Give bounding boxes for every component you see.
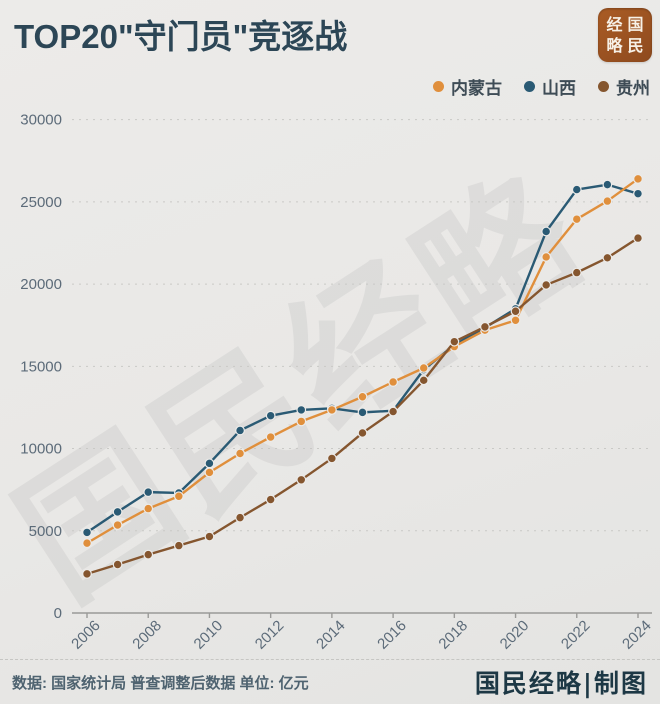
data-point-guizhou-2011 [235,512,245,523]
badge-char: 经 [606,15,623,34]
legend-dot-icon [433,81,444,92]
data-point-shanxi-2012 [265,410,276,421]
data-point-guizhou-2023 [602,252,613,263]
x-tick-label: 2022 [558,617,594,653]
data-point-guizhou-2012 [265,494,276,505]
data-source-note: 数据: 国家统计局 普查调整后数据 单位: 亿元 [12,674,309,692]
data-point-shanxi-2015 [357,407,368,418]
badge-char: 略 [606,36,623,55]
data-point-inner-mongolia-2007 [112,520,123,530]
credit-signature: 国民经略|制图 [474,669,648,698]
y-tick-label: 25000 [20,194,62,211]
watermark-text: 国民经略 [0,140,615,632]
data-point-guizhou-2009 [173,540,184,551]
data-point-guizhou-2024 [633,233,643,243]
badge-char: 国 [627,15,644,34]
x-tick-label: 2008 [129,617,165,653]
data-point-guizhou-2010 [204,531,215,542]
data-point-inner-mongolia-2021 [541,252,552,262]
data-point-inner-mongolia-2022 [571,214,582,225]
y-tick-label: 0 [54,605,62,622]
x-tick-label: 2020 [497,617,533,653]
data-point-guizhou-2008 [143,549,154,560]
data-point-inner-mongolia-2010 [204,467,215,478]
gridlines [72,119,650,532]
legend-item-guizhou: 贵州 [598,74,650,99]
chart-area: 国民经略 0 5000 10000 15000 20000 25000 30000 2006 20… [0,112,655,653]
y-axis-labels: 0 5000 10000 15000 20000 25000 30000 [20,112,62,622]
data-point-inner-mongolia-2017 [418,363,429,373]
data-point-guizhou-2018 [449,336,460,347]
data-point-shanxi-2021 [541,226,552,237]
data-point-guizhou-2006 [82,568,92,579]
data-point-inner-mongolia-2014 [326,405,337,415]
data-point-inner-mongolia-2015 [357,391,368,402]
footer: 数据: 国家统计局 普查调整后数据 单位: 亿元 国民经略|制图 [0,659,660,704]
data-point-shanxi-2007 [112,506,123,517]
badge-char: 民 [627,36,644,55]
data-point-shanxi-2024 [633,188,643,199]
data-point-inner-mongolia-2012 [265,432,276,442]
page-title: TOP20"守门员"竞逐战 [14,18,348,55]
brand-badge: 经 国 略 民 [598,8,652,62]
data-point-shanxi-2011 [235,425,245,436]
data-point-guizhou-2013 [296,474,307,485]
legend-label: 山西 [542,79,576,98]
x-tick-label: 2014 [313,617,349,653]
data-point-guizhou-2017 [418,375,429,386]
data-point-guizhou-2016 [388,406,399,417]
x-tick-label: 2024 [619,617,655,653]
x-axis: 2006 2008 2010 2012 2014 2016 2018 2020 2022 2024 [68,612,655,653]
data-point-inner-mongolia-2006 [82,538,92,549]
x-tick-label: 2018 [435,617,471,653]
data-point-shanxi-2006 [82,527,92,538]
legend-item-shanxi: 山西 [524,74,576,99]
legend-dot-icon [598,81,609,92]
data-point-shanxi-2013 [296,405,307,415]
y-tick-label: 5000 [29,523,62,540]
y-tick-label: 15000 [20,358,62,375]
legend-dot-icon [524,81,535,92]
x-tick-label: 2010 [191,617,227,653]
y-tick-label: 20000 [20,276,62,293]
data-point-shanxi-2008 [143,487,154,498]
data-point-shanxi-2022 [571,184,582,195]
data-point-inner-mongolia-2011 [235,448,245,459]
x-tick-label: 2012 [252,617,288,653]
data-point-shanxi-2010 [204,458,215,469]
y-tick-label: 30000 [20,112,62,129]
x-tick-label: 2016 [374,617,410,653]
legend-label: 内蒙古 [451,79,502,98]
data-point-guizhou-2015 [357,428,368,438]
legend: 内蒙古 山西 贵州 [433,74,650,99]
data-point-inner-mongolia-2016 [388,377,399,387]
legend-item-inner-mongolia: 内蒙古 [433,74,502,99]
data-point-shanxi-2023 [602,179,613,190]
data-point-inner-mongolia-2008 [143,503,154,514]
data-point-guizhou-2019 [480,321,490,332]
data-point-inner-mongolia-2024 [633,173,643,184]
data-point-guizhou-2007 [112,559,123,570]
data-point-inner-mongolia-2013 [296,416,307,427]
data-point-guizhou-2021 [541,280,552,290]
legend-label: 贵州 [616,79,650,98]
data-point-guizhou-2014 [326,453,337,464]
data-point-inner-mongolia-2009 [173,491,184,502]
series-guizhou [82,233,643,579]
data-point-inner-mongolia-2023 [602,196,613,206]
data-point-guizhou-2022 [571,267,582,278]
data-point-inner-mongolia-2020 [510,315,521,326]
data-point-guizhou-2020 [510,306,521,317]
y-tick-label: 10000 [20,441,62,458]
